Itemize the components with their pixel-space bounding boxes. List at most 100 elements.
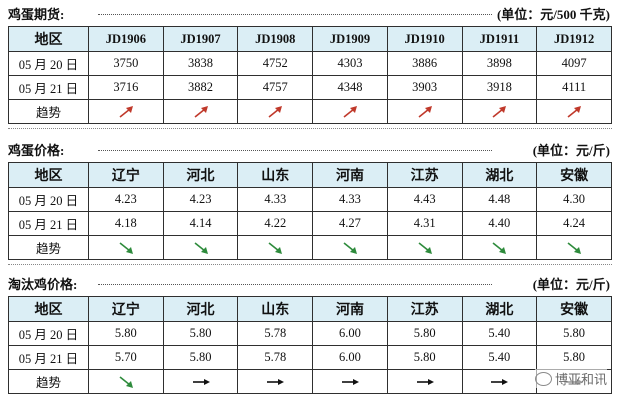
egg-price-unit: (单位：元/斤) bbox=[528, 140, 612, 162]
column-header: 江苏 bbox=[386, 296, 463, 322]
value-cell: 3716 bbox=[88, 75, 164, 100]
value-cell: 4752 bbox=[237, 51, 314, 76]
value-cell: 6.00 bbox=[312, 321, 388, 346]
value-cell: 4757 bbox=[237, 75, 314, 100]
trend-flat-arrow-icon bbox=[461, 369, 538, 394]
region-header: 地区 bbox=[8, 26, 89, 52]
value-cell: 3838 bbox=[162, 51, 239, 76]
hen-price-table: 地区 辽宁 河北 山东 河南 江苏 湖北 安徽 05 月 20 日 5.80 5.80 5.78 6.… bbox=[8, 296, 612, 394]
trend-up-arrow-icon bbox=[162, 99, 239, 124]
trend-down-arrow-icon bbox=[162, 235, 239, 260]
trend-down-arrow-icon bbox=[536, 235, 612, 260]
watermark: 博亚和讯 bbox=[534, 369, 607, 388]
trend-down-arrow-icon bbox=[461, 235, 538, 260]
trend-flat-arrow-icon bbox=[162, 369, 239, 394]
value-cell: 4.22 bbox=[237, 211, 314, 236]
egg-price-section: 鸡蛋价格: (单位：元/斤) 地区 辽宁 河北 山东 河南 江苏 湖北 安徽 05 月 20 … bbox=[8, 140, 612, 260]
value-cell: 4.23 bbox=[88, 187, 164, 212]
value-cell: 5.78 bbox=[237, 345, 314, 370]
trend-down-arrow-icon bbox=[386, 235, 463, 260]
value-cell: 4.48 bbox=[461, 187, 538, 212]
trend-up-arrow-icon bbox=[386, 99, 463, 124]
date-cell: 05 月 21 日 bbox=[8, 75, 89, 100]
trend-flat-arrow-icon bbox=[312, 369, 388, 394]
region-header: 地区 bbox=[8, 296, 89, 322]
column-header: 湖北 bbox=[461, 296, 538, 322]
value-cell: 3750 bbox=[88, 51, 164, 76]
region-header: 地区 bbox=[8, 162, 89, 188]
value-cell: 4.43 bbox=[386, 187, 463, 212]
value-cell: 4111 bbox=[536, 75, 612, 100]
title-dotted-divider bbox=[98, 14, 492, 15]
table-row: 05 月 20 日 4.23 4.23 4.33 4.33 4.43 4.48 4.30 bbox=[8, 187, 612, 212]
value-cell: 4.40 bbox=[461, 211, 538, 236]
value-cell: 5.80 bbox=[386, 345, 463, 370]
date-cell: 05 月 21 日 bbox=[8, 345, 89, 370]
column-header: JD1912 bbox=[536, 26, 612, 52]
hen-price-unit: (单位：元/斤) bbox=[528, 274, 612, 296]
date-cell: 05 月 20 日 bbox=[8, 321, 89, 346]
value-cell: 4.33 bbox=[312, 187, 388, 212]
trend-down-arrow-icon bbox=[312, 235, 388, 260]
value-cell: 3882 bbox=[162, 75, 239, 100]
section-divider bbox=[8, 128, 612, 129]
table-header-row: 地区 辽宁 河北 山东 河南 江苏 湖北 安徽 bbox=[8, 162, 612, 188]
column-header: 河南 bbox=[312, 162, 388, 188]
trend-up-arrow-icon bbox=[88, 99, 164, 124]
value-cell: 5.70 bbox=[88, 345, 164, 370]
value-cell: 5.80 bbox=[536, 345, 612, 370]
column-header: JD1909 bbox=[312, 26, 388, 52]
trend-row: 趋势 bbox=[8, 235, 612, 260]
trend-label: 趋势 bbox=[8, 99, 89, 124]
table-header-row: 地区 辽宁 河北 山东 河南 江苏 湖北 安徽 bbox=[8, 296, 612, 322]
trend-up-arrow-icon bbox=[237, 99, 314, 124]
egg-price-table: 地区 辽宁 河北 山东 河南 江苏 湖北 安徽 05 月 20 日 4.23 4.23 4.33 4.… bbox=[8, 162, 612, 260]
value-cell: 5.80 bbox=[386, 321, 463, 346]
value-cell: 4.27 bbox=[312, 211, 388, 236]
table-header-row: 地区 JD1906 JD1907 JD1908 JD1909 JD1910 JD1911 JD… bbox=[8, 26, 612, 52]
trend-down-arrow-icon bbox=[88, 369, 164, 394]
table-row: 05 月 21 日 5.70 5.80 5.78 6.00 5.80 5.40 5.80 bbox=[8, 345, 612, 370]
hen-price-section: 淘汰鸡价格: (单位：元/斤) 地区 辽宁 河北 山东 河南 江苏 湖北 安徽 05 月 20… bbox=[8, 274, 612, 394]
value-cell: 5.78 bbox=[237, 321, 314, 346]
column-header: JD1906 bbox=[88, 26, 164, 52]
column-header: 河北 bbox=[162, 296, 239, 322]
column-header: 山东 bbox=[237, 162, 314, 188]
value-cell: 5.80 bbox=[536, 321, 612, 346]
trend-up-arrow-icon bbox=[536, 99, 612, 124]
value-cell: 3903 bbox=[386, 75, 463, 100]
hen-price-title: 淘汰鸡价格: bbox=[8, 274, 82, 296]
column-header: 山东 bbox=[237, 296, 314, 322]
column-header: JD1908 bbox=[237, 26, 314, 52]
column-header: 辽宁 bbox=[88, 296, 164, 322]
column-header: 河南 bbox=[312, 296, 388, 322]
column-header: 安徽 bbox=[536, 162, 612, 188]
title-dotted-divider bbox=[98, 150, 492, 151]
column-header: 河北 bbox=[162, 162, 239, 188]
value-cell: 4.31 bbox=[386, 211, 463, 236]
date-cell: 05 月 20 日 bbox=[8, 187, 89, 212]
value-cell: 4.23 bbox=[162, 187, 239, 212]
column-header: JD1907 bbox=[162, 26, 239, 52]
trend-row: 趋势 bbox=[8, 99, 612, 124]
table-row: 05 月 20 日 3750 3838 4752 4303 3886 3898 4097 bbox=[8, 51, 612, 76]
trend-down-arrow-icon bbox=[237, 235, 314, 260]
value-cell: 4.18 bbox=[88, 211, 164, 236]
futures-section: 鸡蛋期货: (单位：元/500 千克) 地区 JD1906 JD1907 JD1908… bbox=[8, 4, 612, 124]
value-cell: 4.24 bbox=[536, 211, 612, 236]
value-cell: 4097 bbox=[536, 51, 612, 76]
value-cell: 5.80 bbox=[88, 321, 164, 346]
futures-table: 地区 JD1906 JD1907 JD1908 JD1909 JD1910 JD1911 JD… bbox=[8, 26, 612, 124]
value-cell: 4348 bbox=[312, 75, 388, 100]
futures-title: 鸡蛋期货: bbox=[8, 4, 69, 26]
value-cell: 4.14 bbox=[162, 211, 239, 236]
futures-title-row: 鸡蛋期货: (单位：元/500 千克) bbox=[8, 4, 612, 26]
trend-down-arrow-icon bbox=[88, 235, 164, 260]
value-cell: 3886 bbox=[386, 51, 463, 76]
column-header: 湖北 bbox=[461, 162, 538, 188]
trend-label: 趋势 bbox=[8, 369, 89, 394]
date-cell: 05 月 21 日 bbox=[8, 211, 89, 236]
hen-price-title-row: 淘汰鸡价格: (单位：元/斤) bbox=[8, 274, 612, 296]
wechat-icon bbox=[534, 371, 552, 386]
column-header: 江苏 bbox=[386, 162, 463, 188]
